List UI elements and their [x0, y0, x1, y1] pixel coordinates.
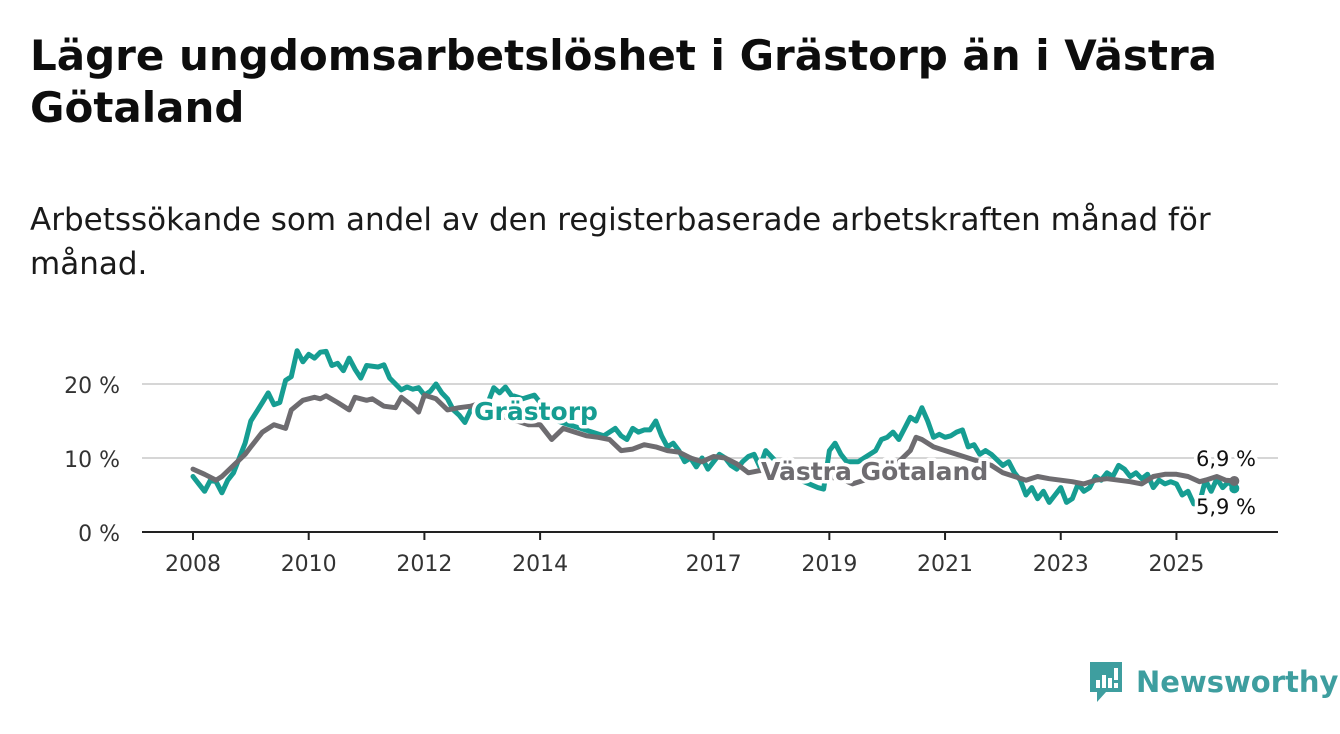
x-tick-label-2019: 2019 — [801, 552, 857, 577]
gridlines — [142, 383, 1278, 459]
series-label-grastorp-halo: Grästorp — [474, 397, 598, 426]
end-label-grastorp: 5,9 % — [1196, 495, 1256, 519]
end-label-vastra-gotaland: 6,9 % — [1196, 447, 1256, 471]
series-label-vastra-gotaland: Västra Götaland — [761, 457, 988, 486]
x-tick-label-2012: 2012 — [396, 552, 452, 577]
chart-subtitle: Arbetssökande som andel av den registerb… — [30, 202, 1211, 282]
x-tick-label-2008: 2008 — [165, 552, 221, 577]
series-end-point-1 — [1229, 475, 1240, 486]
newsworthy-logo: Newsworthy — [1088, 660, 1338, 704]
y-tick-label-0: 0 % — [78, 522, 120, 547]
x-axis: 2008 2010 2012 2014 2017 2019 2021 2023 2025 — [142, 531, 1278, 577]
y-tick-label-10: 10 % — [64, 448, 120, 473]
series-label-vastra-gotaland-halo: Västra Götaland — [761, 457, 988, 486]
chart-title: Lägre ungdomsarbetslöshet i Grästorp än … — [30, 31, 1217, 132]
chart-series — [190, 348, 1240, 507]
x-tick-label-2025: 2025 — [1148, 552, 1204, 577]
end-label-vastra-gotaland-halo: 6,9 % — [1196, 447, 1256, 471]
y-axis-tick-labels: 0 % 10 % 20 % — [64, 374, 120, 547]
series-line-vastra-gotaland — [190, 392, 1237, 487]
x-tick-label-2021: 2021 — [917, 552, 973, 577]
y-tick-label-20: 20 % — [64, 374, 120, 399]
x-tick-label-2023: 2023 — [1033, 552, 1089, 577]
x-tick-label-2017: 2017 — [686, 552, 742, 577]
series-label-grastorp: Grästorp — [474, 397, 598, 426]
x-tick-label-2010: 2010 — [281, 552, 337, 577]
newsworthy-logo-icon — [1090, 662, 1122, 702]
end-label-grastorp-halo: 5,9 % — [1196, 495, 1256, 519]
brand-name: Newsworthy — [1136, 665, 1339, 699]
series-end-point-0 — [1229, 483, 1240, 494]
x-tick-label-2014: 2014 — [512, 552, 568, 577]
